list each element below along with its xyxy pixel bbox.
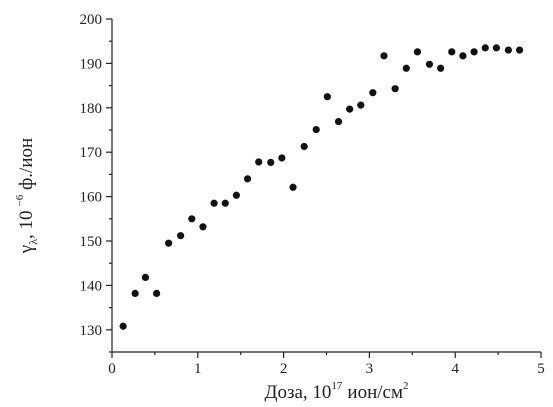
y-axis-title: γλ, 10 −6 ф./ион <box>14 138 40 254</box>
data-point <box>289 183 297 191</box>
data-point <box>515 46 524 54</box>
data-point <box>470 48 478 56</box>
data-point <box>141 273 150 282</box>
x-tick-label: 4 <box>451 361 459 377</box>
y-tick-label: 130 <box>80 323 103 339</box>
x-axis-title-unit: ион/см <box>347 382 403 403</box>
y-axis-title-middle: , 10 <box>16 210 37 239</box>
data-point <box>232 191 241 199</box>
data-point <box>165 239 173 247</box>
y-tick-label: 180 <box>80 101 103 117</box>
data-point <box>369 89 377 97</box>
data-point <box>199 223 207 231</box>
x-axis-title-unit-power: 2 <box>403 380 409 392</box>
data-point <box>243 175 252 183</box>
data-point <box>334 117 343 126</box>
data-points <box>119 44 524 330</box>
x-tick-label: 3 <box>366 361 374 377</box>
data-point <box>357 101 365 109</box>
y-ticks: 130 140 150 160 170 180 190 200 <box>80 12 112 353</box>
data-point <box>188 215 196 223</box>
data-point <box>131 289 139 297</box>
data-point <box>153 289 161 297</box>
data-point <box>255 158 263 166</box>
y-axis-title-unit: ф./ион <box>16 138 37 195</box>
y-axis-title-exponent: −6 <box>14 194 26 206</box>
y-tick-label: 150 <box>80 234 103 250</box>
data-point <box>504 46 512 54</box>
y-axis-title-subscript: λ <box>26 239 40 245</box>
data-point <box>278 154 286 162</box>
data-point <box>437 64 445 72</box>
x-tick-label: 2 <box>280 361 288 377</box>
x-axis-title: Доза, 1017 ион/см2 <box>265 380 409 403</box>
axes <box>111 19 541 353</box>
data-point <box>119 322 127 330</box>
data-point <box>481 44 489 52</box>
data-point <box>391 85 399 93</box>
y-axis-title-symbol: γ <box>16 245 37 254</box>
data-point <box>402 64 410 72</box>
y-tick-label: 140 <box>80 278 103 294</box>
data-point <box>300 142 308 151</box>
data-point <box>323 93 331 101</box>
data-point <box>380 52 388 60</box>
data-point <box>210 199 218 207</box>
y-tick-label: 170 <box>80 145 103 161</box>
data-point <box>492 44 500 52</box>
x-axis-title-exponent: 17 <box>331 380 343 392</box>
y-tick-label: 200 <box>80 12 103 28</box>
data-point <box>267 158 275 167</box>
x-tick-label: 0 <box>108 361 116 377</box>
data-point <box>177 232 185 240</box>
data-point <box>312 125 320 134</box>
data-point <box>346 105 354 113</box>
y-tick-label: 160 <box>80 190 103 206</box>
y-tick-label: 190 <box>80 56 103 72</box>
x-tick-label: 5 <box>537 361 545 377</box>
data-point <box>459 52 467 60</box>
data-point <box>425 60 434 68</box>
data-point <box>413 48 422 56</box>
data-point <box>448 48 456 56</box>
x-ticks: 0 1 2 3 4 5 <box>108 352 545 377</box>
data-point <box>221 199 229 207</box>
x-tick-label: 1 <box>194 361 202 377</box>
x-axis-title-prefix: Доза, 10 <box>265 382 332 403</box>
